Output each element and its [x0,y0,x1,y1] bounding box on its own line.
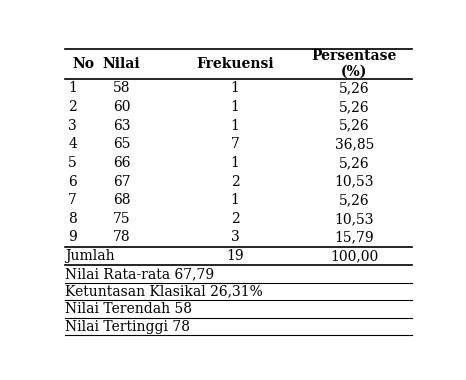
Text: 1: 1 [231,156,240,170]
Text: Nilai Terendah 58: Nilai Terendah 58 [65,302,192,316]
Text: 1: 1 [231,100,240,114]
Text: 5,26: 5,26 [339,193,370,207]
Text: 5,26: 5,26 [339,119,370,133]
Text: Jumlah: Jumlah [65,249,115,263]
Text: 3: 3 [231,230,240,244]
Text: Frekuensi: Frekuensi [196,57,274,71]
Text: 3: 3 [69,119,77,133]
Text: Nilai: Nilai [103,57,140,71]
Text: 8: 8 [69,212,77,226]
Text: Nilai Rata-rata 67,79: Nilai Rata-rata 67,79 [65,267,215,281]
Text: 10,53: 10,53 [335,212,374,226]
Text: 68: 68 [113,193,130,207]
Text: 9: 9 [69,230,77,244]
Text: 75: 75 [113,212,130,226]
Text: 1: 1 [68,81,77,95]
Text: 19: 19 [226,249,244,263]
Text: Ketuntasan Klasikal 26,31%: Ketuntasan Klasikal 26,31% [65,285,263,299]
Text: 4: 4 [68,137,77,151]
Text: 78: 78 [113,230,130,244]
Text: 10,53: 10,53 [335,174,374,188]
Text: No: No [73,57,95,71]
Text: 2: 2 [69,100,77,114]
Text: 6: 6 [69,174,77,188]
Text: 7: 7 [231,137,240,151]
Text: 5,26: 5,26 [339,156,370,170]
Text: 67: 67 [113,174,130,188]
Text: Nilai Tertinggi 78: Nilai Tertinggi 78 [65,320,191,334]
Text: 15,79: 15,79 [335,230,374,244]
Text: 36,85: 36,85 [335,137,374,151]
Text: 5: 5 [69,156,77,170]
Text: Persentase
(%): Persentase (%) [312,49,397,79]
Text: 5,26: 5,26 [339,100,370,114]
Text: 2: 2 [231,174,240,188]
Text: 7: 7 [68,193,77,207]
Text: 1: 1 [231,193,240,207]
Text: 100,00: 100,00 [330,249,378,263]
Text: 66: 66 [113,156,130,170]
Text: 60: 60 [113,100,130,114]
Text: 63: 63 [113,119,130,133]
Text: 1: 1 [231,81,240,95]
Text: 65: 65 [113,137,130,151]
Text: 1: 1 [231,119,240,133]
Text: 58: 58 [113,81,130,95]
Text: 2: 2 [231,212,240,226]
Text: 5,26: 5,26 [339,81,370,95]
